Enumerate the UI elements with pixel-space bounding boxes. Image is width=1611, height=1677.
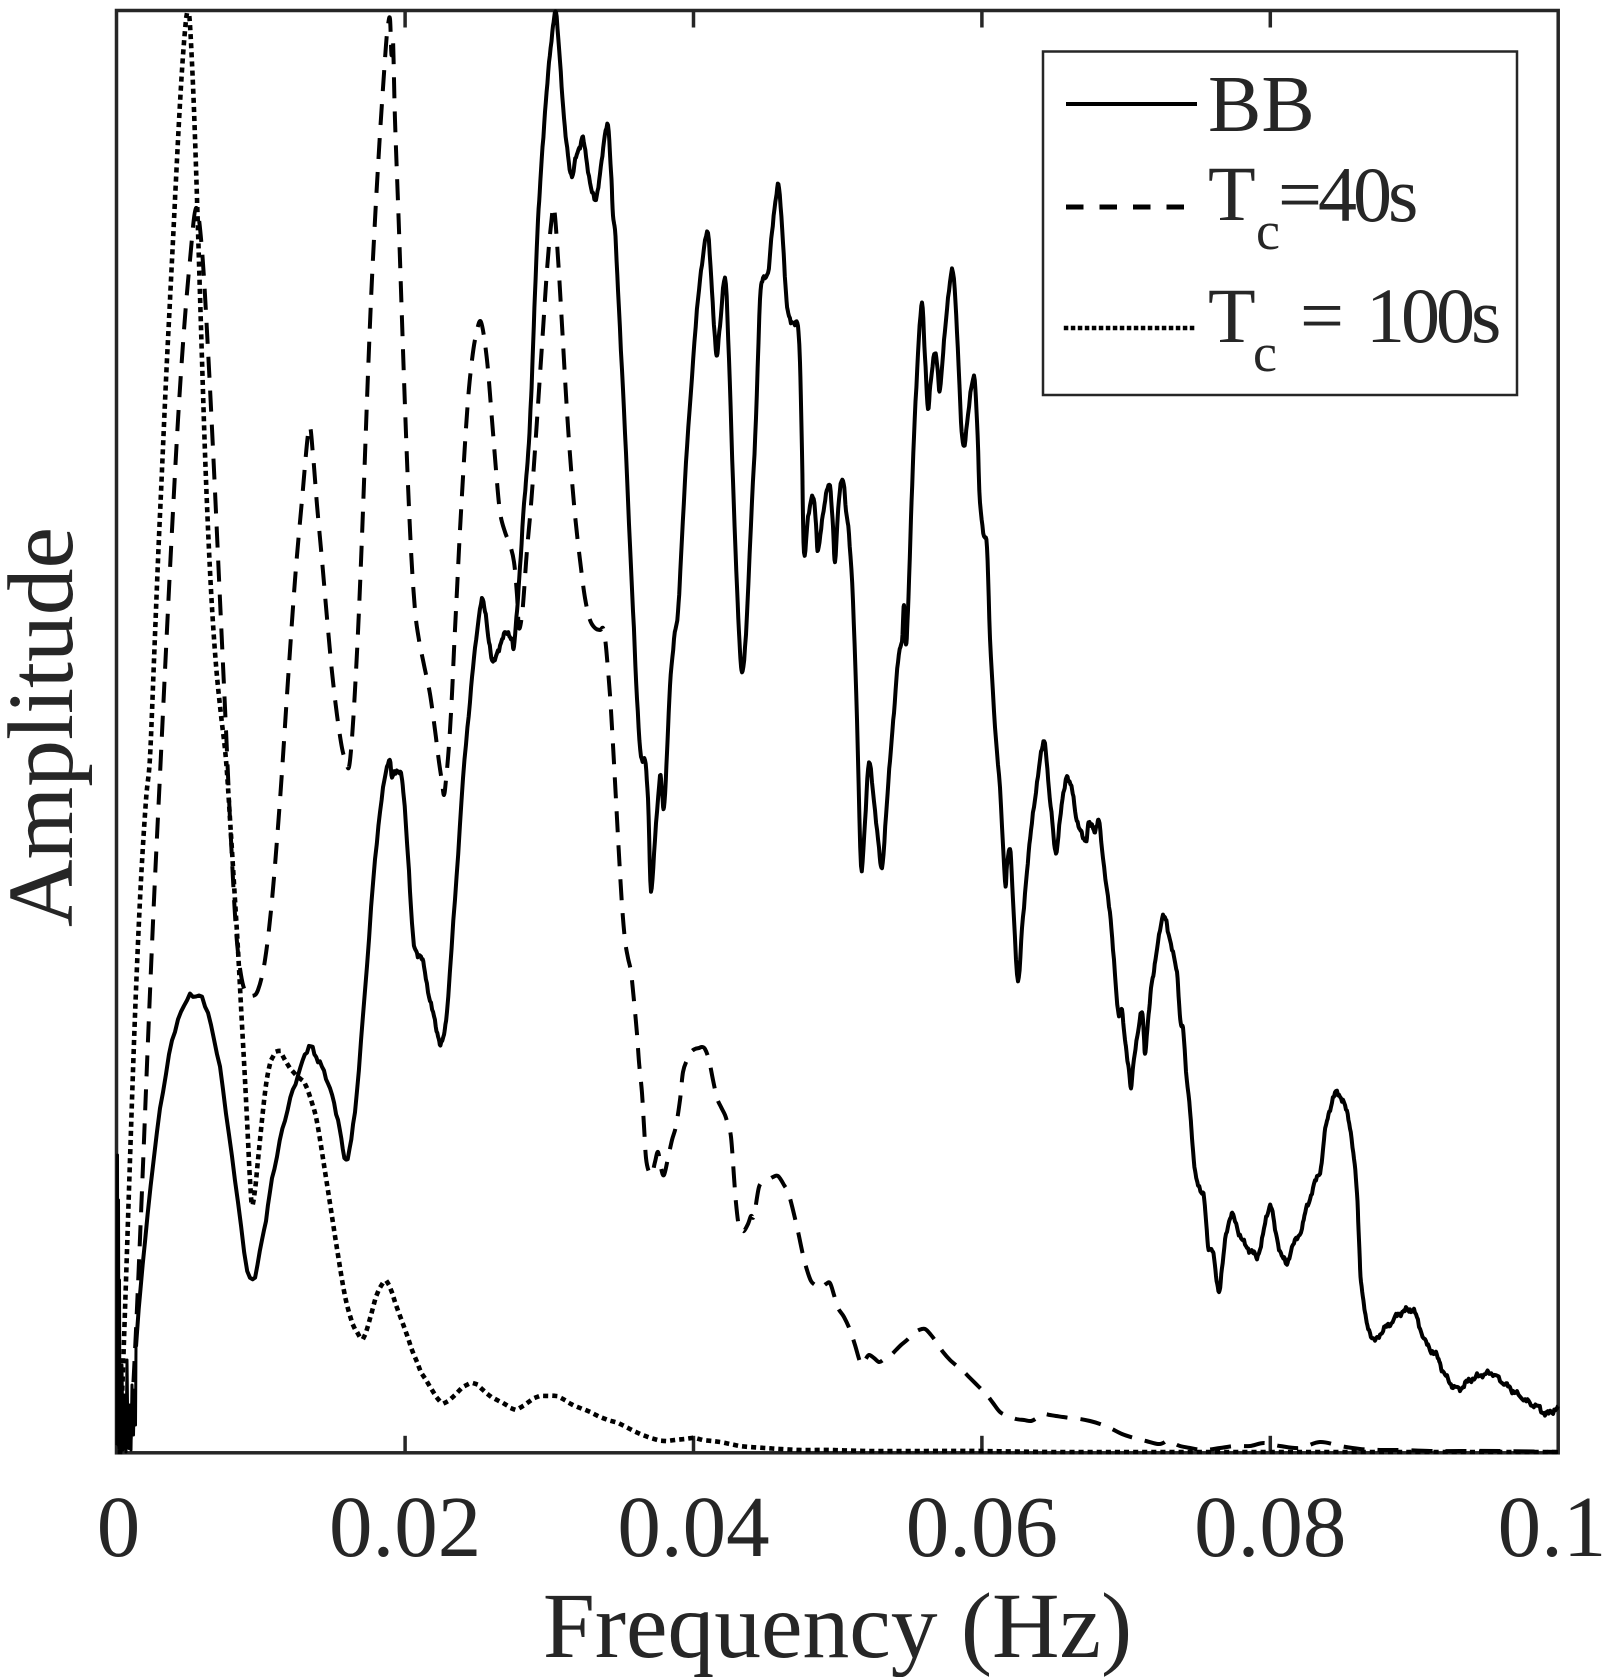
svg-text:T: T: [1208, 272, 1256, 359]
svg-text:c: c: [1253, 323, 1277, 383]
svg-text:0.1: 0.1: [1498, 1478, 1607, 1575]
svg-text:0.06: 0.06: [906, 1478, 1058, 1575]
svg-text:=40s: =40s: [1278, 151, 1416, 238]
svg-text:100s: 100s: [1366, 272, 1499, 359]
svg-text:Amplitude: Amplitude: [0, 527, 93, 927]
svg-text:c: c: [1256, 201, 1280, 261]
svg-text:BB: BB: [1208, 61, 1315, 149]
svg-text:0: 0: [97, 1478, 141, 1575]
svg-text:0.08: 0.08: [1194, 1478, 1346, 1575]
svg-text:T: T: [1208, 150, 1256, 237]
svg-text:=: =: [1300, 272, 1344, 359]
svg-text:0.02: 0.02: [329, 1478, 481, 1575]
svg-text:0.04: 0.04: [617, 1478, 769, 1575]
svg-text:Frequency (Hz): Frequency (Hz): [543, 1575, 1132, 1677]
